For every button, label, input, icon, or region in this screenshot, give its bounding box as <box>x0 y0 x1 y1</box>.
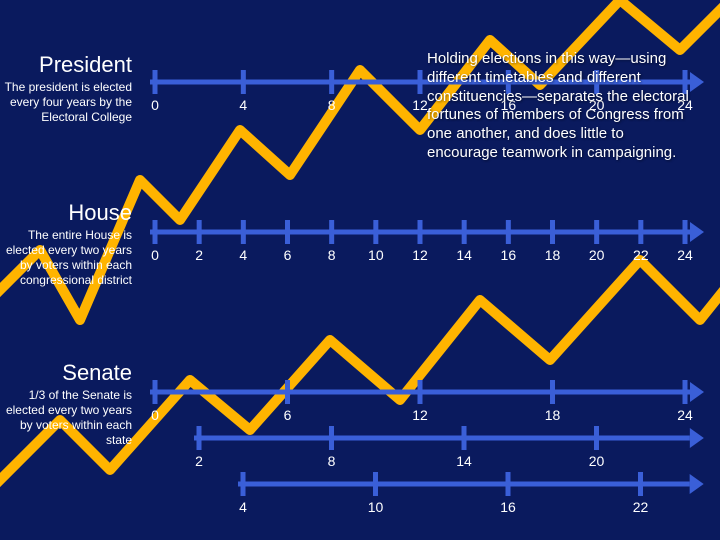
svg-text:14: 14 <box>456 453 472 469</box>
president-desc: The president is elected every four year… <box>0 80 132 125</box>
house-labels: House The entire House is elected every … <box>0 200 140 288</box>
senate-labels: Senate 1/3 of the Senate is elected ever… <box>0 360 140 448</box>
senate-timeline: 0 6 12 18 24 2 8 14 20 4 10 16 22 <box>150 378 700 516</box>
svg-text:2: 2 <box>195 453 203 469</box>
svg-text:24: 24 <box>677 247 693 263</box>
house-timeline: 024681012141618202224 <box>150 218 700 272</box>
svg-text:18: 18 <box>545 247 561 263</box>
president-labels: President The president is elected every… <box>0 52 140 125</box>
svg-text:16: 16 <box>501 499 517 515</box>
svg-text:20: 20 <box>589 247 605 263</box>
senate-desc: 1/3 of the Senate is elected every two y… <box>0 388 132 448</box>
svg-text:4: 4 <box>239 247 247 263</box>
svg-text:24: 24 <box>677 407 693 423</box>
svg-text:0: 0 <box>151 97 159 113</box>
svg-text:20: 20 <box>589 453 605 469</box>
svg-text:10: 10 <box>368 499 384 515</box>
svg-text:10: 10 <box>368 247 384 263</box>
svg-text:6: 6 <box>284 247 292 263</box>
president-title: President <box>0 52 132 78</box>
svg-text:8: 8 <box>328 97 336 113</box>
svg-text:18: 18 <box>545 407 561 423</box>
svg-text:2: 2 <box>195 247 203 263</box>
svg-text:0: 0 <box>151 247 159 263</box>
svg-text:12: 12 <box>412 407 428 423</box>
svg-text:16: 16 <box>501 247 517 263</box>
svg-text:22: 22 <box>633 247 649 263</box>
senate-title: Senate <box>0 360 132 386</box>
house-desc: The entire House is elected every two ye… <box>0 228 132 288</box>
svg-text:4: 4 <box>239 97 247 113</box>
svg-text:6: 6 <box>284 407 292 423</box>
svg-text:4: 4 <box>239 499 247 515</box>
svg-text:12: 12 <box>412 247 428 263</box>
svg-text:22: 22 <box>633 499 649 515</box>
svg-text:12: 12 <box>412 97 428 113</box>
callout-text: Holding elections in this way—using diff… <box>427 50 692 163</box>
house-title: House <box>0 200 132 226</box>
svg-text:14: 14 <box>456 247 472 263</box>
svg-text:8: 8 <box>328 247 336 263</box>
svg-text:8: 8 <box>328 453 336 469</box>
svg-text:0: 0 <box>151 407 159 423</box>
